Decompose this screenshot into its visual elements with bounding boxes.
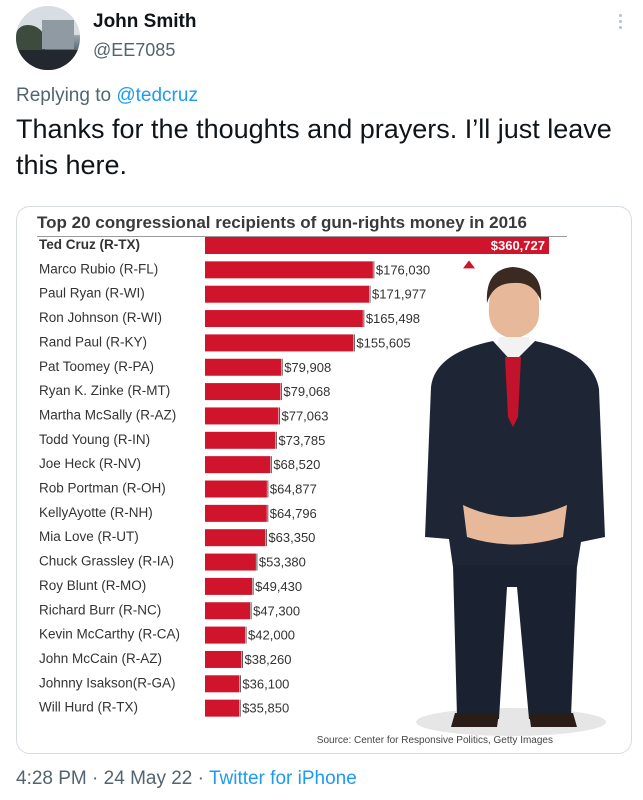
category-label: Todd Young (R-IN) xyxy=(39,432,150,447)
value-label: $171,977 xyxy=(372,287,426,302)
avatar[interactable] xyxy=(16,6,80,70)
value-label: $42,000 xyxy=(248,628,295,643)
tweet-time[interactable]: 4:28 PM xyxy=(16,768,87,789)
bar xyxy=(205,626,246,644)
value-label: $64,796 xyxy=(270,506,317,521)
value-label: $79,908 xyxy=(284,360,331,375)
replying-prefix: Replying to xyxy=(16,85,112,106)
vertical-ellipsis-icon[interactable] xyxy=(619,14,623,32)
author-name[interactable]: John Smith xyxy=(93,11,197,32)
category-label: Marco Rubio (R-FL) xyxy=(39,261,158,276)
value-label: $35,850 xyxy=(242,701,289,716)
category-label: John McCain (R-AZ) xyxy=(39,651,162,666)
bar xyxy=(205,334,354,352)
bar xyxy=(205,237,549,254)
footer-separator: · xyxy=(197,768,204,789)
value-label: $165,498 xyxy=(366,311,420,326)
category-label: Kevin McCarthy (R-CA) xyxy=(39,627,180,642)
value-label: $176,030 xyxy=(376,262,430,277)
bar xyxy=(205,431,276,449)
bar xyxy=(205,675,240,693)
value-label: $79,068 xyxy=(283,384,330,399)
bar xyxy=(205,602,251,620)
bar xyxy=(205,529,266,547)
category-label: Ted Cruz (R-TX) xyxy=(39,237,140,252)
bar xyxy=(205,358,282,376)
value-label: $68,520 xyxy=(273,457,320,472)
bar xyxy=(205,699,240,717)
bar xyxy=(205,407,279,425)
bar xyxy=(205,650,242,668)
value-label: $49,430 xyxy=(255,579,302,594)
bar xyxy=(205,310,363,328)
bar xyxy=(205,504,267,522)
author-handle[interactable]: @EE7085 xyxy=(93,40,176,60)
category-label: Mia Love (R-UT) xyxy=(39,529,139,544)
category-label: Chuck Grassley (R-IA) xyxy=(39,554,174,569)
category-label: Rob Portman (R-OH) xyxy=(39,481,166,496)
value-label: $77,063 xyxy=(281,408,328,423)
bar xyxy=(205,261,373,279)
replying-to: Replying to @tedcruz xyxy=(16,85,198,107)
title-divider xyxy=(37,236,567,237)
tweet-source-link[interactable]: Twitter for iPhone xyxy=(208,768,357,789)
category-label: KellyAyotte (R-NH) xyxy=(39,505,153,520)
category-label: Will Hurd (R-TX) xyxy=(39,700,138,715)
tweet-media[interactable]: Top 20 congressional recipients of gun-r… xyxy=(16,206,632,754)
bar xyxy=(205,553,256,571)
category-label: Roy Blunt (R-MO) xyxy=(39,578,146,593)
category-label: Richard Burr (R-NC) xyxy=(39,602,161,617)
bar xyxy=(205,456,271,474)
category-label: Paul Ryan (R-WI) xyxy=(39,286,145,301)
bar xyxy=(205,480,267,498)
value-label: $47,300 xyxy=(253,603,300,618)
replying-mention-link[interactable]: @tedcruz xyxy=(116,85,198,106)
category-label: Rand Paul (R-KY) xyxy=(39,334,147,349)
value-label: $73,785 xyxy=(278,433,325,448)
bar xyxy=(205,383,281,401)
value-label: $38,260 xyxy=(244,652,291,667)
bar xyxy=(205,577,253,595)
category-label: Ron Johnson (R-WI) xyxy=(39,310,162,325)
value-label: $155,605 xyxy=(356,335,410,350)
category-label: Ryan K. Zinke (R-MT) xyxy=(39,383,170,398)
bar xyxy=(205,285,370,303)
value-label: $64,877 xyxy=(270,482,317,497)
category-label: Martha McSally (R-AZ) xyxy=(39,407,176,422)
category-label: Joe Heck (R-NV) xyxy=(39,456,141,471)
value-label: $63,350 xyxy=(268,530,315,545)
footer-separator: · xyxy=(92,768,99,789)
politician-photo xyxy=(416,267,606,736)
category-label: Pat Toomey (R-PA) xyxy=(39,359,154,374)
tweet-footer: 4:28 PM · 24 May 22 · Twitter for iPhone xyxy=(16,768,357,790)
value-label: $53,380 xyxy=(259,555,306,570)
tweet-date[interactable]: 24 May 22 xyxy=(103,768,193,789)
source-note: Source: Center for Responsive Politics, … xyxy=(316,735,553,746)
value-label: $360,727 xyxy=(491,238,545,253)
category-label: Johnny Isakson(R-GA) xyxy=(39,675,176,690)
tweet-text: Thanks for the thoughts and prayers. I’l… xyxy=(16,114,612,180)
value-label: $36,100 xyxy=(242,676,289,691)
highlight-marker xyxy=(463,260,475,269)
chart-title: Top 20 congressional recipients of gun-r… xyxy=(37,213,527,232)
bar-chart: Ted Cruz (R-TX) $360,727 Marco Rubio (R-FL… xyxy=(39,237,549,717)
